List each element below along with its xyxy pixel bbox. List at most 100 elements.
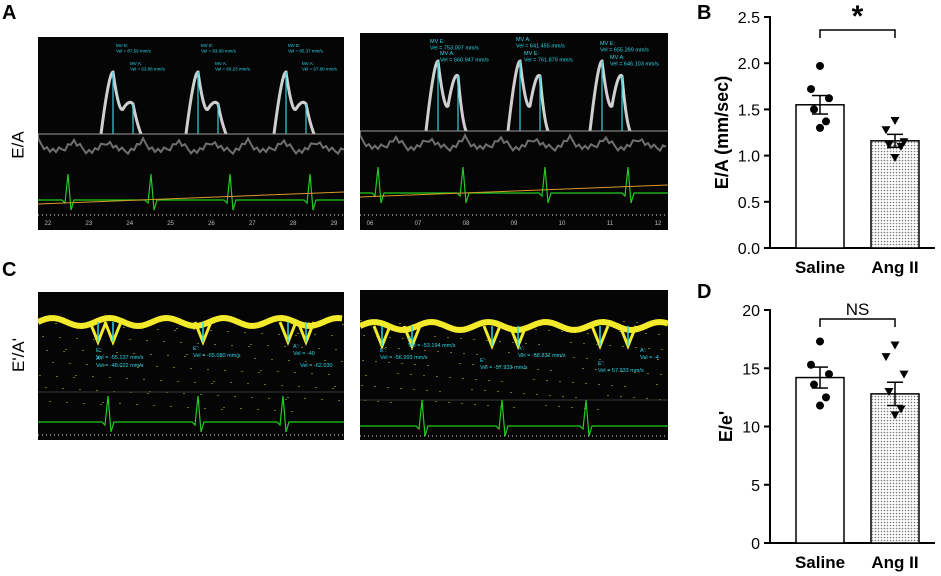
measurement-label: A': [518, 346, 525, 352]
speckle [332, 388, 334, 389]
speckle [661, 349, 663, 350]
speckle [545, 405, 547, 406]
speckle [211, 383, 213, 384]
time-tick-label: 10 [559, 221, 566, 227]
speckle [163, 341, 165, 342]
speckle [65, 349, 67, 350]
speckle [287, 397, 289, 398]
speckle [260, 370, 262, 371]
measurement-label: A': [408, 336, 415, 342]
speckle [324, 360, 326, 361]
speckle [231, 345, 233, 346]
speckle [147, 393, 149, 394]
speckle [559, 381, 561, 382]
measurement-value: Vel = 83.69 mm/s [201, 49, 237, 54]
speckle [390, 402, 392, 403]
doppler-noise [360, 131, 667, 153]
speckle [582, 368, 584, 369]
speckle [99, 351, 101, 352]
speckle [59, 337, 61, 338]
speckle [436, 376, 438, 377]
time-tick-label: 11 [607, 221, 614, 227]
measurement-label: A': [293, 344, 300, 350]
measurement-value: Vel = 660.947 mm/s [440, 58, 489, 64]
speckle [365, 375, 367, 376]
speckle [561, 331, 563, 332]
data-point-angii [881, 126, 891, 135]
speckle [646, 398, 648, 399]
y-tick-label: 5 [751, 478, 760, 495]
speckle [424, 350, 426, 351]
time-tick-label: 08 [463, 221, 470, 227]
speckle [160, 380, 162, 381]
time-tick-label: 28 [290, 221, 297, 227]
measurement-label: MV A: [130, 61, 142, 66]
speckle [46, 350, 48, 351]
speckle [297, 333, 299, 334]
speckle [448, 402, 450, 403]
data-point-angii [884, 141, 894, 150]
significance-label: NS [846, 300, 870, 319]
speckle [213, 381, 215, 382]
measurement-label: MV A: [516, 37, 531, 43]
speckle [103, 365, 105, 366]
time-tick-label: 22 [45, 221, 52, 227]
speckle [656, 384, 658, 385]
speckle [254, 358, 256, 359]
data-point-saline [816, 123, 824, 132]
x-category-label: Ang II [871, 258, 918, 277]
y-tick-label: 10 [742, 420, 760, 437]
speckle [624, 386, 626, 387]
y-tick-label: 2.5 [738, 10, 760, 27]
speckle [426, 390, 428, 391]
measurement-label: A': [96, 356, 103, 362]
speckle [224, 370, 226, 371]
speckle [223, 407, 225, 408]
speckle [486, 340, 488, 341]
measurement-label: MV E: [116, 43, 128, 48]
speckle [244, 332, 246, 333]
measurement-value: Vel = 67.80 mm/s [302, 67, 338, 72]
time-tick-label: 07 [415, 221, 422, 227]
speckle [401, 363, 403, 364]
speckle [49, 401, 51, 402]
speckle [63, 351, 65, 352]
speckle [76, 338, 78, 339]
speckle [513, 407, 515, 408]
doppler-peak [99, 70, 143, 135]
speckle [183, 393, 185, 394]
echo-image-ea-saline: MV E: Vel = 87.59 mm/s MV A: Vel = 63.88 mm… [38, 37, 344, 230]
speckle [55, 323, 57, 324]
speckle [487, 405, 489, 406]
speckle [449, 377, 451, 378]
speckle [157, 329, 159, 330]
speckle [471, 389, 473, 390]
speckle [570, 342, 572, 343]
significance-bracket [819, 318, 896, 327]
data-point-angii [896, 142, 906, 151]
data-point-saline [825, 94, 833, 103]
speckle [377, 401, 379, 402]
speckle [439, 391, 441, 392]
speckle [129, 339, 131, 340]
measurement-label: E': [96, 348, 103, 354]
data-point-saline [810, 105, 818, 114]
doppler-peak [588, 59, 632, 132]
speckle [387, 387, 389, 388]
speckle [69, 363, 71, 364]
significance-label: * [852, 0, 864, 33]
speckle [585, 383, 587, 384]
speckle [174, 330, 176, 331]
speckle [619, 331, 621, 332]
speckle [278, 334, 280, 335]
speckle [203, 355, 205, 356]
y-tick-label: 0.5 [738, 195, 760, 212]
speckle [621, 371, 623, 372]
speckle [288, 360, 290, 361]
speckle [598, 384, 600, 385]
speckle [389, 337, 391, 338]
speckle [398, 348, 400, 349]
speckle [476, 354, 478, 355]
speckle [334, 386, 336, 387]
speckle [220, 356, 222, 357]
